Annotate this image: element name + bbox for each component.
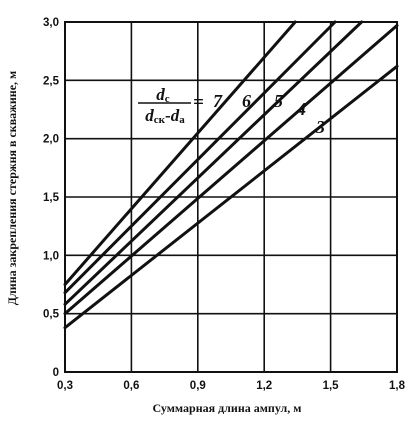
x-axis-label: Суммарная длина ампул, м [153, 401, 302, 415]
formula-equals: = [193, 92, 204, 113]
y-tick-label: 2,5 [43, 75, 60, 87]
x-tick-labels: 0,3 0,6 0,9 1,2 1,5 1,8 [57, 380, 406, 392]
curve-label-5: 5 [274, 91, 283, 111]
x-tick-label: 1,8 [389, 380, 406, 392]
x-tick-label: 1,5 [323, 380, 340, 392]
plot-border [64, 21, 398, 373]
series-line-5 [63, 20, 364, 306]
y-axis-label: Длина закрепления стержня в скважине, м [5, 71, 19, 305]
y-tick-label: 3,0 [43, 17, 59, 29]
formula-num-sub: c [165, 93, 170, 105]
x-tick-label: 0,9 [190, 380, 206, 392]
formula-den-a-sub: cк [154, 114, 166, 126]
curve-labels: 7 6 5 43 [213, 91, 325, 137]
plot-frame [64, 21, 398, 373]
y-tick-labels: 0 0,5 1,0 1,5 2,0 2,5 3,0 [43, 17, 60, 379]
series-line-7 [63, 20, 297, 286]
x-tick-label: 0,6 [123, 380, 139, 392]
y-tick-label: 1,5 [43, 192, 60, 204]
series-line-3 [63, 64, 399, 330]
curve-label-7: 7 [213, 91, 223, 111]
ratio-formula: dc dcк-da = [138, 85, 204, 126]
curve-label-6: 6 [242, 91, 251, 111]
formula-den-b-sub: a [179, 114, 185, 126]
y-tick-label: 0,5 [43, 309, 60, 321]
x-tick-label: 1,2 [256, 380, 272, 392]
svg-text:dc: dc [156, 85, 170, 105]
series-line-4 [63, 24, 399, 316]
svg-text:dcк-da: dcк-da [145, 106, 185, 126]
formula-den-b: d [171, 106, 180, 125]
curve-label-3: 3 [315, 117, 325, 137]
series-lines [63, 20, 399, 330]
grid [65, 22, 397, 372]
y-tick-label: 1,0 [43, 250, 59, 262]
formula-den-a: d [145, 106, 154, 125]
y-tick-label: 0 [53, 367, 59, 379]
formula-minus: - [165, 106, 171, 125]
formula-num: d [156, 85, 165, 104]
series-line-6 [63, 20, 337, 295]
x-tick-label: 0,3 [57, 380, 73, 392]
y-tick-label: 2,0 [43, 134, 59, 146]
curve-label-4: 4 [296, 99, 306, 119]
